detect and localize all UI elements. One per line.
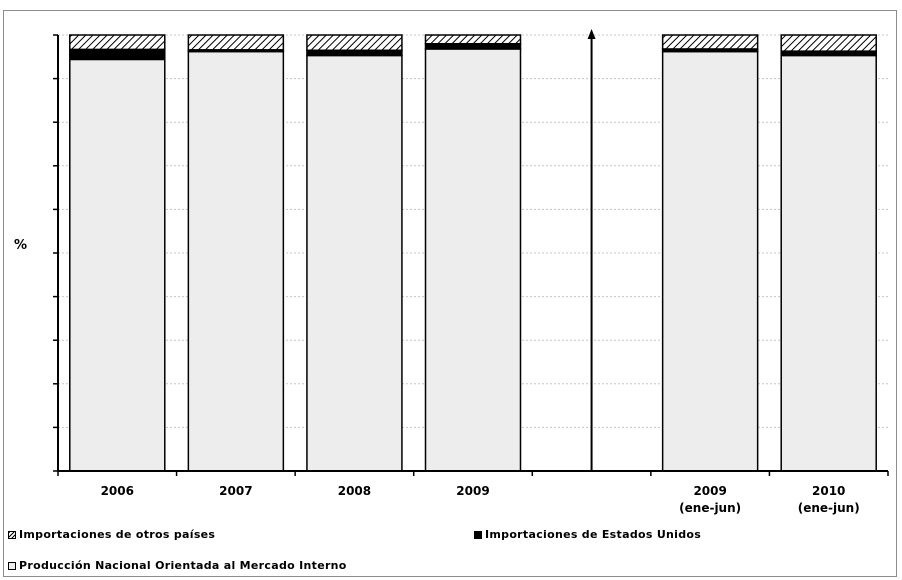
bar-segment-produccion <box>661 50 759 472</box>
bar-segment-otros <box>187 34 285 51</box>
legend-swatch-black <box>474 530 482 539</box>
legend-label-otros: Importaciones de otros países <box>19 528 216 541</box>
legend-item-produccion: Producción Nacional Orientada al Mercado… <box>8 559 347 572</box>
bar-segment-otros <box>780 34 877 52</box>
x-tick-label: 2008 <box>338 484 371 498</box>
x-tick-label: 2009 (ene-jun) <box>679 484 741 515</box>
x-tick-label: 2007 <box>219 484 252 498</box>
bar-segment-produccion <box>69 58 166 472</box>
legend-label-eeuu: Importaciones de Estados Unidos <box>485 528 702 541</box>
legend-swatch-light <box>8 561 16 570</box>
bar-segment-eeuu <box>69 48 166 61</box>
x-tick-label: 2006 <box>101 484 134 498</box>
bar-segment-eeuu <box>424 42 522 50</box>
x-tick-label: 2010 (ene-jun) <box>798 484 860 515</box>
chart-frame <box>3 10 897 577</box>
period-separator-arrowhead <box>587 29 596 39</box>
bars <box>69 34 877 472</box>
bar-segment-produccion <box>187 50 285 472</box>
legend-item-eeuu: Importaciones de Estados Unidos <box>474 528 701 541</box>
bar-segment-eeuu <box>306 49 403 57</box>
bar-segment-otros <box>661 34 759 50</box>
x-tick-labels: 2006 2007 2008 2009 2009 (ene-jun) 2010 (ene-ju… <box>101 484 860 515</box>
bar-segment-produccion <box>424 48 522 472</box>
legend-item-otros: Importaciones de otros países <box>8 528 215 541</box>
bar-segment-produccion <box>780 54 877 472</box>
bar-segment-otros <box>69 34 166 51</box>
axes <box>53 29 889 476</box>
legend-label-produccion: Producción Nacional Orientada al Mercado… <box>19 559 347 572</box>
bar-segment-otros <box>424 34 522 45</box>
x-tick-label: 2009 <box>456 484 489 498</box>
legend-swatch-hatch <box>8 530 16 539</box>
bar-segment-otros <box>306 34 403 52</box>
bar-segment-produccion <box>306 54 403 472</box>
y-axis-label: % <box>14 238 27 253</box>
